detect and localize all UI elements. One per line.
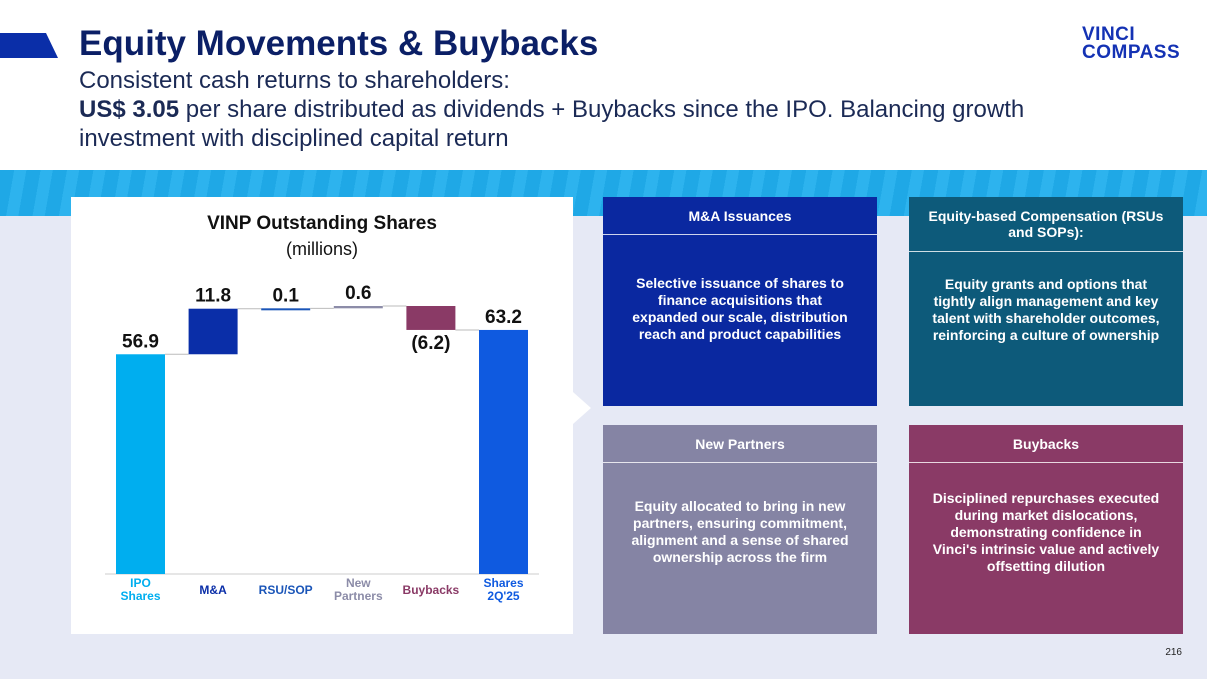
bar bbox=[188, 308, 238, 355]
card-text: Equity grants and options that tightly a… bbox=[932, 276, 1160, 343]
card: Buybacks Disciplined repurchases executed… bbox=[909, 425, 1183, 634]
card-title: New Partners bbox=[603, 425, 877, 463]
x-tick-label: RSU/SOP bbox=[258, 583, 313, 597]
page-number: 216 bbox=[1165, 647, 1182, 658]
body: US$ 3.05 per share distributed as divide… bbox=[79, 95, 1079, 153]
value-label: 11.8 bbox=[195, 286, 231, 307]
card: Equity-based Compensation (RSUs and SOPs… bbox=[909, 197, 1183, 406]
logo-line: COMPASS bbox=[1082, 42, 1181, 63]
highlight: US$ 3.05 bbox=[79, 96, 180, 123]
x-tick-label: Shares 2Q'25 bbox=[483, 576, 524, 603]
value-label: 0.1 bbox=[272, 285, 299, 306]
x-tick-label: M&A bbox=[199, 583, 227, 597]
card: M&A Issuances Selective issuance of share… bbox=[603, 197, 877, 406]
chart-panel: VINP Outstanding Shares (millions) 56.9 1… bbox=[71, 197, 573, 634]
title: Equity Movements & Buybacks bbox=[79, 24, 599, 63]
x-tick-label: New Partners bbox=[333, 576, 383, 603]
card-title: Equity-based Compensation (RSUs and SOPs… bbox=[909, 197, 1183, 252]
value-label: 56.9 bbox=[122, 331, 159, 352]
subtitle: Consistent cash returns to shareholders: bbox=[79, 67, 510, 94]
bar bbox=[479, 329, 528, 574]
card-title: Buybacks bbox=[909, 425, 1183, 463]
logo-line: VINCI bbox=[1082, 24, 1136, 45]
card-text: Equity allocated to bring in new partner… bbox=[631, 498, 849, 565]
pointer bbox=[573, 392, 591, 424]
bar bbox=[333, 306, 383, 309]
chart-subtitle: (millions) bbox=[286, 239, 358, 259]
value-label: 0.6 bbox=[345, 283, 371, 304]
bar bbox=[261, 308, 311, 311]
logo: VINCI COMPASS bbox=[1082, 24, 1181, 63]
chart-title: VINP Outstanding Shares bbox=[207, 213, 437, 234]
card-text: Selective issuance of shares to finance … bbox=[632, 275, 848, 342]
card: New Partners Equity allocated to bring in… bbox=[603, 425, 877, 634]
card-text: Disciplined repurchases executed during … bbox=[932, 490, 1160, 574]
value-label: (6.2) bbox=[411, 333, 450, 354]
body-text: per share distributed as dividends + Buy… bbox=[79, 96, 1025, 152]
subtitle-block: Consistent cash returns to shareholders:… bbox=[79, 66, 1079, 153]
x-tick-label: Buybacks bbox=[402, 583, 460, 597]
bar bbox=[116, 354, 165, 574]
header-bg bbox=[0, 0, 1207, 170]
card-title: M&A Issuances bbox=[603, 197, 877, 235]
x-tick-label: IPO Shares bbox=[120, 576, 161, 603]
value-label: 63.2 bbox=[485, 307, 522, 328]
chart: VINP Outstanding Shares (millions) 56.9 1… bbox=[105, 213, 539, 575]
bar bbox=[406, 306, 456, 330]
